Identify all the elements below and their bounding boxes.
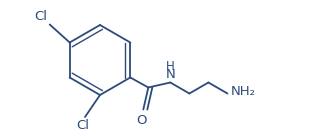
Text: O: O (136, 114, 147, 126)
Text: N: N (165, 67, 175, 81)
Text: H: H (166, 60, 175, 72)
Text: NH₂: NH₂ (230, 85, 256, 98)
Text: Cl: Cl (77, 119, 89, 132)
Text: Cl: Cl (35, 10, 48, 22)
